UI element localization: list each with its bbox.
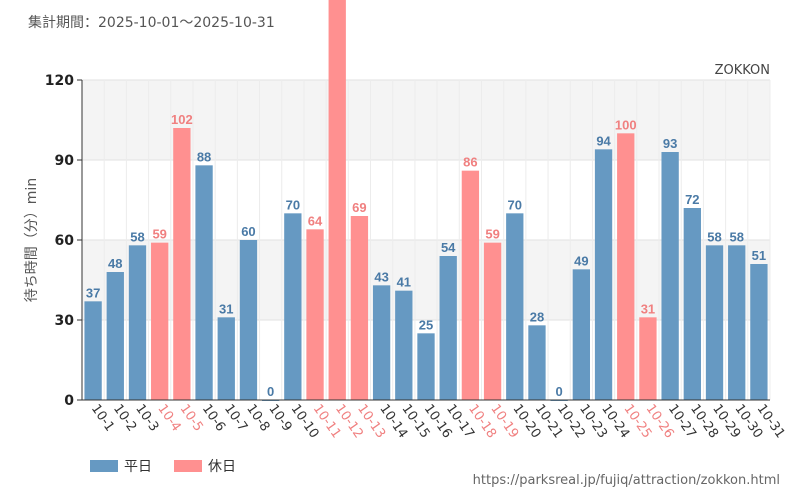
legend: 平日 休日 xyxy=(90,456,236,476)
bar-value-label: 70 xyxy=(508,197,522,212)
x-tick-label: 10-4 xyxy=(154,402,183,435)
bar-value-label: 0 xyxy=(556,384,563,399)
bar-value-label: 54 xyxy=(441,240,456,255)
legend-holiday-swatch xyxy=(174,460,202,472)
bar-10-11 xyxy=(306,229,324,400)
bar-value-label: 0 xyxy=(267,384,274,399)
x-tick-label: 10-8 xyxy=(243,402,272,435)
bar-10-21 xyxy=(528,325,546,400)
bar-10-26 xyxy=(639,317,657,400)
bar-value-label: 93 xyxy=(663,136,677,151)
bar-value-label: 48 xyxy=(108,256,122,271)
x-tick-label: 10-7 xyxy=(221,402,250,435)
plot-band xyxy=(82,80,770,160)
bar-10-13 xyxy=(350,216,369,400)
bar-value-label: 86 xyxy=(463,155,477,170)
bar-10-7 xyxy=(217,317,235,400)
bar-10-30 xyxy=(728,245,746,400)
chart-period-title: 集計期間：2025-10-01〜2025-10-31 xyxy=(28,15,275,31)
bar-10-29 xyxy=(705,245,724,400)
bar-10-12 xyxy=(328,0,346,400)
y-tick-label: 0 xyxy=(64,393,74,409)
bar-10-27 xyxy=(661,152,679,400)
bar-value-label: 69 xyxy=(352,200,366,215)
y-axis-title: 待ち時間（分）min xyxy=(24,178,40,302)
bar-value-label: 43 xyxy=(374,269,388,284)
bar-value-label: 88 xyxy=(197,149,211,164)
bar-10-10 xyxy=(284,213,302,400)
y-tick-label: 30 xyxy=(55,313,75,329)
legend-holiday-label: 休日 xyxy=(208,459,236,475)
bar-value-label: 25 xyxy=(419,317,433,332)
bar-value-label: 100 xyxy=(615,117,637,132)
bar-10-15 xyxy=(395,290,413,400)
bar-value-label: 59 xyxy=(485,227,499,242)
bar-10-2 xyxy=(106,272,124,400)
bar-value-label: 60 xyxy=(241,224,255,239)
bar-10-24 xyxy=(594,149,613,400)
bar-value-label: 59 xyxy=(152,227,166,242)
y-tick-label: 90 xyxy=(55,153,75,169)
bar-10-8 xyxy=(239,240,258,400)
legend-weekday-swatch xyxy=(90,460,118,472)
bar-10-20 xyxy=(506,213,524,400)
bar-10-23 xyxy=(572,269,591,400)
bar-10-25 xyxy=(617,133,635,401)
bar-value-label: 102 xyxy=(171,112,193,127)
bar-10-6 xyxy=(195,165,213,400)
bar-10-17 xyxy=(439,256,457,400)
x-tick-label: 10-3 xyxy=(132,402,161,435)
bar-10-18 xyxy=(461,170,480,400)
y-tick-label: 120 xyxy=(45,73,74,89)
bar-10-14 xyxy=(372,285,391,400)
bar-10-28 xyxy=(683,208,701,400)
bar-value-label: 41 xyxy=(397,275,411,290)
legend-holiday[interactable]: 休日 xyxy=(174,456,236,476)
x-tick-label: 10-2 xyxy=(110,402,139,435)
bar-value-label: 58 xyxy=(707,229,721,244)
bar-value-label: 49 xyxy=(574,253,588,268)
source-url[interactable]: https://parksreal.jp/fujiq/attraction/zo… xyxy=(472,473,780,488)
bar-10-16 xyxy=(417,333,435,400)
bar-10-3 xyxy=(128,245,147,400)
x-tick-label: 10-6 xyxy=(199,402,228,435)
bar-value-label: 58 xyxy=(130,229,144,244)
chart-title: ZOKKON xyxy=(715,63,770,78)
bar-value-label: 64 xyxy=(308,213,323,228)
bar-value-label: 94 xyxy=(596,133,611,148)
bar-value-label: 31 xyxy=(641,301,655,316)
bar-value-label: 72 xyxy=(685,192,699,207)
bar-value-label: 28 xyxy=(530,309,544,324)
legend-weekday-label: 平日 xyxy=(124,459,152,475)
legend-weekday[interactable]: 平日 xyxy=(90,456,152,476)
bar-10-4 xyxy=(151,242,169,400)
x-tick-label: 10-5 xyxy=(177,402,206,435)
bar-value-label: 58 xyxy=(729,229,743,244)
bar-10-31 xyxy=(750,264,768,400)
bar-value-label: 37 xyxy=(86,285,100,300)
y-tick-label: 60 xyxy=(55,233,75,249)
bar-10-5 xyxy=(173,128,191,400)
bar-10-1 xyxy=(84,301,102,400)
x-tick-label: 10-9 xyxy=(265,402,294,435)
bar-value-label: 51 xyxy=(752,248,766,263)
x-tick-label: 10-1 xyxy=(88,402,117,435)
bar-value-label: 31 xyxy=(219,301,233,316)
bar-value-label: 70 xyxy=(286,197,300,212)
bar-10-19 xyxy=(483,242,502,400)
